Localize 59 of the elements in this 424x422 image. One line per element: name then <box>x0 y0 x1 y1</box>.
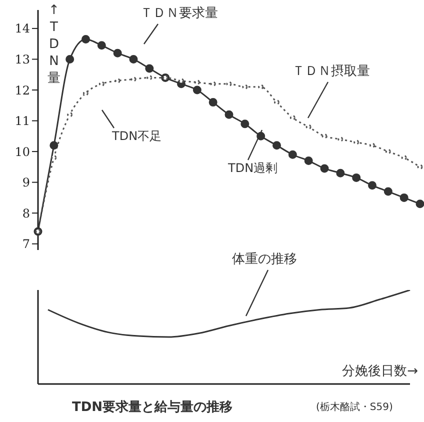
y-tick-label: 14 <box>14 22 30 36</box>
text: TDN要求量と給与量の推移 <box>72 399 233 416</box>
point <box>272 141 281 150</box>
point <box>130 76 136 82</box>
point <box>145 64 154 73</box>
point <box>368 181 376 190</box>
x-axis-title: 分娩後日数→ <box>342 363 418 380</box>
y-tick-label: 11 <box>14 114 30 128</box>
point <box>354 140 360 146</box>
point <box>290 114 296 120</box>
point <box>66 54 74 64</box>
y-tick-label: 7 <box>22 237 30 252</box>
point <box>338 136 344 142</box>
point <box>83 90 88 96</box>
point <box>258 84 264 90</box>
point <box>401 154 407 160</box>
point <box>400 193 408 202</box>
point <box>192 86 202 94</box>
point <box>304 156 313 166</box>
point <box>240 120 250 128</box>
y-axis-title: ↑TDN量 <box>46 2 62 87</box>
point <box>208 98 218 107</box>
point <box>67 112 73 118</box>
point <box>417 164 423 170</box>
point <box>51 154 57 160</box>
point <box>113 48 122 58</box>
point <box>288 150 297 159</box>
annotation: TDN不足 <box>112 128 162 145</box>
y-tick-label: 10 <box>14 144 30 159</box>
point <box>224 110 234 119</box>
y-tick-label: 13 <box>14 52 30 66</box>
point <box>98 81 104 87</box>
point <box>210 81 216 87</box>
point <box>370 142 375 148</box>
point <box>242 84 248 90</box>
point <box>416 200 424 208</box>
annotation: TDN過剰 <box>228 160 278 177</box>
y-tick-label: 9 <box>22 176 30 190</box>
point <box>352 173 361 182</box>
point <box>82 34 90 44</box>
point <box>322 133 328 139</box>
text: (栃木酪試・S59) <box>316 400 393 414</box>
series-label: ＴＤＮ摂取量 <box>292 63 370 80</box>
y-tick-label: 12 <box>14 83 30 98</box>
point <box>129 54 138 64</box>
point <box>385 148 391 154</box>
point <box>274 100 280 106</box>
point <box>50 141 58 150</box>
point <box>336 168 345 178</box>
point <box>226 81 232 87</box>
point <box>97 41 106 50</box>
y-tick-label: 8 <box>22 206 30 220</box>
point <box>306 124 312 130</box>
point <box>146 74 152 80</box>
text: ＴＤＮ要求量 <box>140 5 218 22</box>
point <box>320 164 329 173</box>
point <box>384 187 392 196</box>
text: 体重の推移 <box>232 251 297 268</box>
point <box>194 80 200 86</box>
